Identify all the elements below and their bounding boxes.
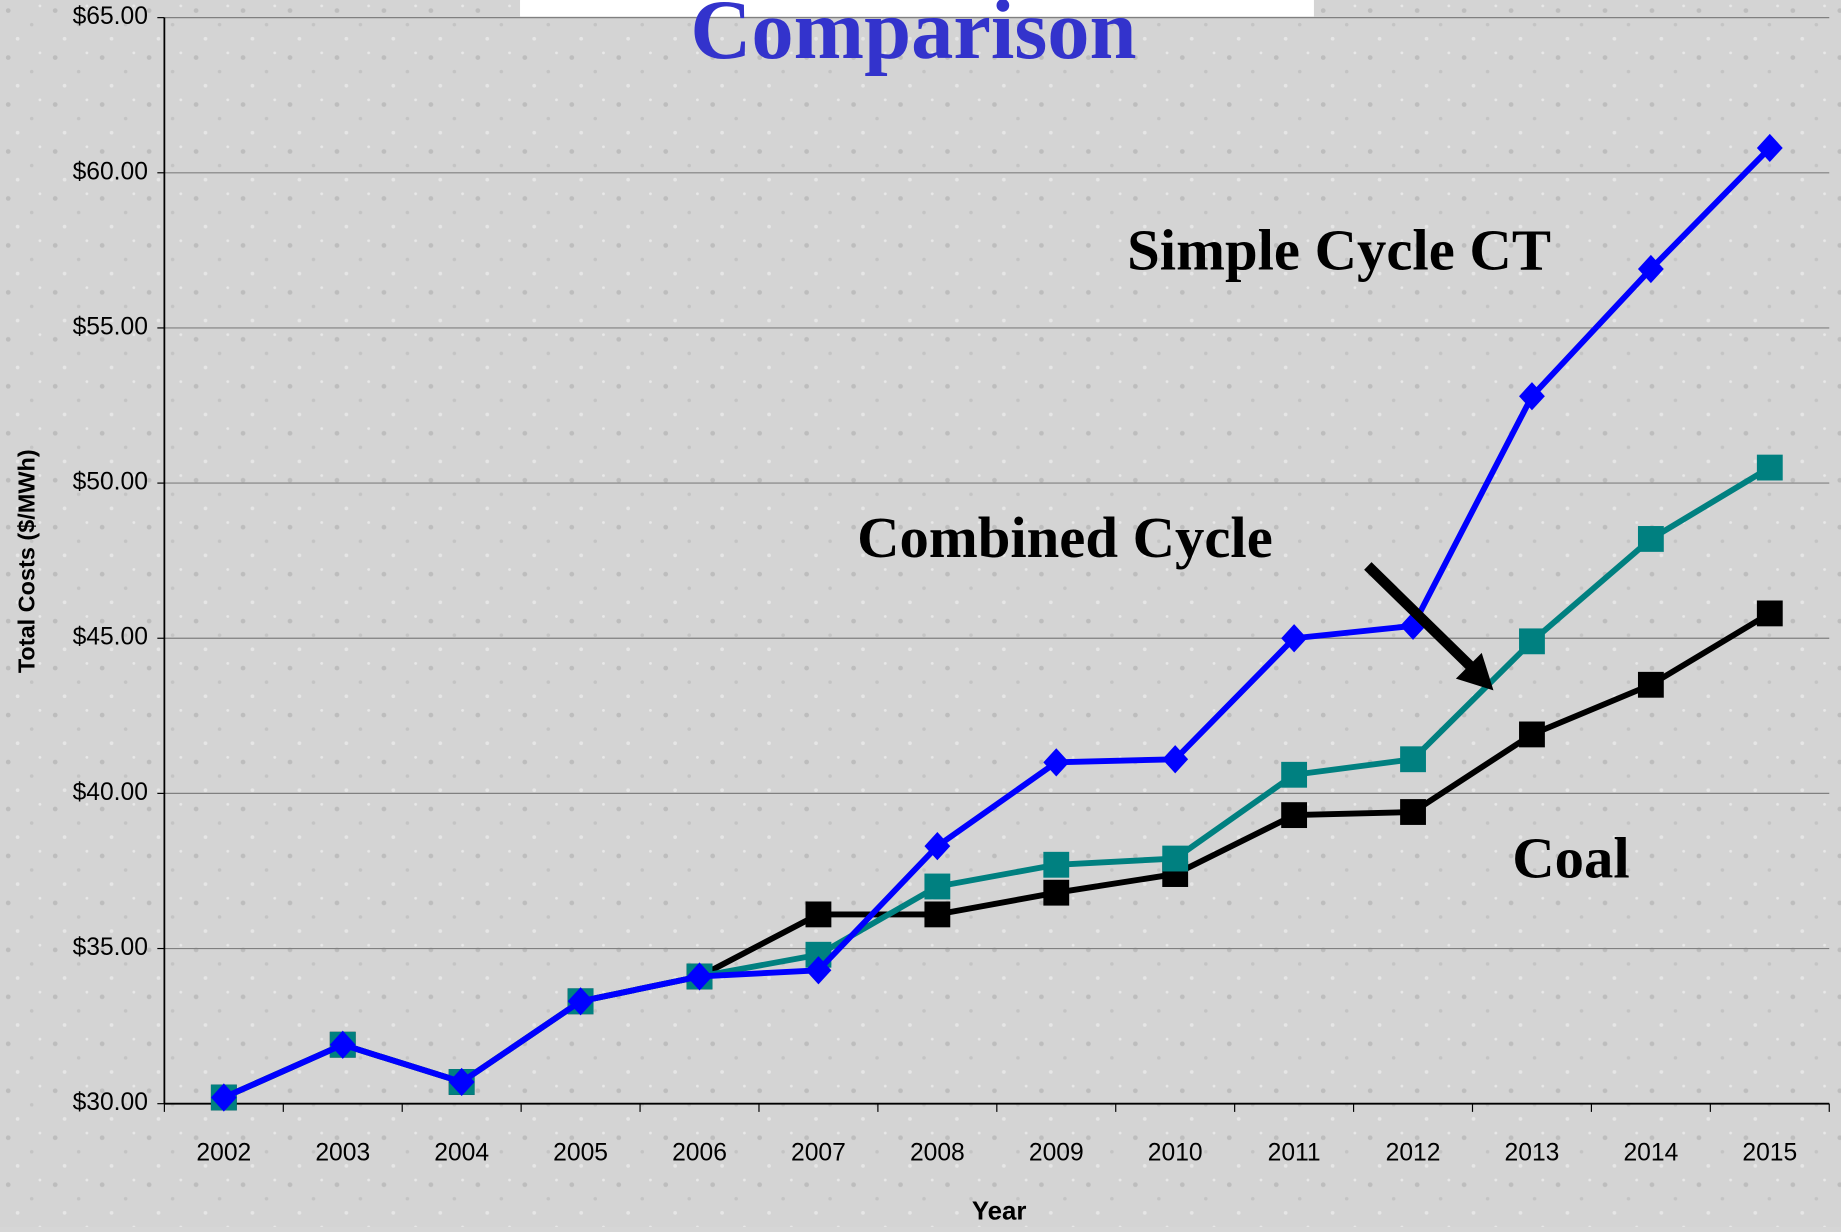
data-point — [1756, 133, 1783, 163]
y-tick-label: $60.00 — [73, 158, 148, 185]
data-point — [329, 1030, 356, 1059]
data-point — [805, 956, 832, 985]
x-tick-label: 2012 — [1386, 1140, 1441, 1167]
y-axis-label: Total Costs ($/MWh) — [13, 449, 39, 673]
y-tick-label: $65.00 — [73, 3, 148, 30]
series-line — [222, 145, 1772, 1101]
x-axis-label: Year — [972, 1198, 1027, 1226]
data-point — [1637, 526, 1664, 552]
arrow — [1364, 562, 1494, 691]
x-tick-label: 2013 — [1505, 1140, 1560, 1167]
data-point — [210, 1083, 237, 1112]
x-tick-label: 2009 — [1029, 1140, 1084, 1167]
data-point — [448, 1067, 475, 1097]
data-point — [1519, 721, 1545, 748]
data-point — [924, 901, 951, 928]
data-point — [1519, 382, 1545, 411]
data-point — [805, 901, 832, 928]
y-tick-label: $45.00 — [73, 624, 148, 651]
x-tick-label: 2011 — [1268, 1140, 1321, 1167]
y-tick-label: $40.00 — [73, 779, 148, 806]
data-point — [686, 962, 713, 991]
data-point — [1043, 879, 1070, 906]
y-tick-label: $35.00 — [73, 934, 148, 961]
x-tick-label: 2014 — [1623, 1140, 1678, 1167]
x-tick-label: 2002 — [196, 1140, 251, 1167]
data-point — [924, 873, 951, 900]
data-point — [1637, 254, 1664, 284]
x-tick-label: 2003 — [315, 1140, 370, 1167]
y-tick-label: $55.00 — [73, 313, 148, 340]
data-point — [1637, 671, 1664, 698]
data-point — [1400, 799, 1426, 825]
x-tick-label: 2010 — [1148, 1140, 1203, 1167]
chart-title: Comparison — [690, 0, 1136, 77]
x-tick-label: 2015 — [1742, 1140, 1797, 1167]
x-tick-label: 2004 — [434, 1140, 489, 1167]
data-point — [1756, 454, 1783, 481]
data-point — [1519, 628, 1545, 655]
x-tick-label: 2005 — [553, 1140, 608, 1167]
data-point — [1756, 600, 1783, 627]
y-tick-label: $30.00 — [73, 1089, 148, 1116]
data-point — [1043, 851, 1070, 878]
data-point — [1281, 802, 1308, 829]
x-tick-label: 2007 — [791, 1140, 846, 1167]
x-tick-label: 2006 — [672, 1140, 727, 1167]
x-tick-label: 2008 — [910, 1140, 965, 1167]
series-annotation: Combined Cycle — [857, 505, 1273, 570]
series-annotation: Coal — [1512, 826, 1629, 891]
data-point — [1162, 845, 1189, 872]
data-point — [1281, 761, 1308, 788]
data-point — [1400, 746, 1426, 773]
series-annotation: Simple Cycle CT — [1127, 217, 1551, 282]
title-box-cover — [520, 0, 1314, 17]
y-tick-label: $50.00 — [73, 469, 148, 496]
